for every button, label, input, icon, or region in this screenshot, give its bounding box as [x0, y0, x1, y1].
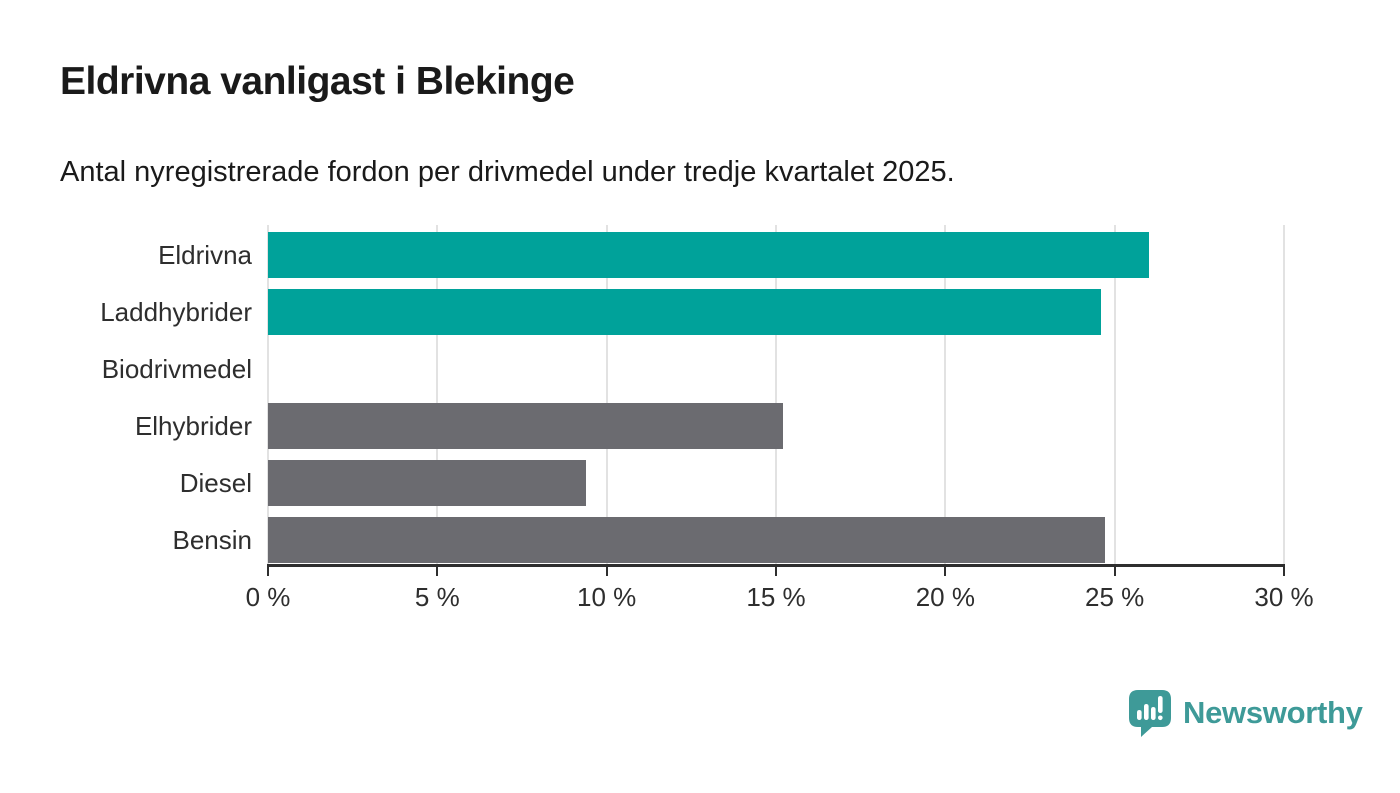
tick-label-30: 30 % — [1254, 582, 1314, 612]
bar-glyph-1 — [1137, 710, 1142, 720]
bar-elhybrider — [268, 403, 783, 449]
tick-mark-10 — [605, 567, 608, 576]
gridline-25 — [1113, 225, 1116, 564]
tick-mark-15 — [775, 567, 777, 576]
gridline-0 — [267, 225, 269, 564]
exclamation-dot — [1158, 715, 1163, 721]
newsworthy-logo: Newsworthy — [1128, 688, 1363, 738]
gridline-20 — [944, 225, 947, 564]
bar-laddhybrider — [268, 289, 1102, 335]
category-label-biodrivmedel: Biodrivmedel — [101, 354, 252, 384]
bar-diesel — [268, 460, 587, 506]
tick-mark-5 — [436, 567, 439, 576]
exclamation-stem — [1158, 696, 1163, 713]
tick-label-15: 15 % — [746, 582, 806, 612]
tick-label-20: 20 % — [915, 582, 975, 612]
x-axis-line — [267, 564, 1285, 567]
category-label-eldrivna: Eldrivna — [158, 240, 252, 270]
bar-glyph-3 — [1151, 707, 1156, 720]
tick-label-25: 25 % — [1085, 582, 1145, 612]
gridline-5 — [436, 225, 439, 564]
tick-mark-30 — [1283, 567, 1285, 576]
speech-bubble-shape — [1129, 690, 1171, 737]
category-label-laddhybrider: Laddhybrider — [100, 297, 252, 327]
bar-eldrivna — [268, 232, 1149, 278]
gridline-15 — [775, 225, 777, 564]
gridline-10 — [605, 225, 608, 564]
category-label-bensin: Bensin — [172, 525, 253, 555]
chart-subtitle: Antal nyregistrerade fordon per drivmede… — [60, 156, 955, 188]
tick-mark-25 — [1113, 567, 1116, 576]
tick-mark-20 — [944, 567, 947, 576]
category-label-elhybrider: Elhybrider — [134, 411, 252, 441]
bar-bensin — [268, 517, 1105, 563]
tick-label-5: 5 % — [414, 582, 460, 612]
newsworthy-logo-text: Newsworthy — [1183, 695, 1363, 730]
newsworthy-logo-icon — [1129, 690, 1171, 737]
plot-area — [267, 225, 1285, 564]
category-label-diesel: Diesel — [179, 468, 252, 498]
tick-label-10: 10 % — [577, 582, 637, 612]
tick-mark-0 — [267, 567, 269, 576]
bar-glyph-2 — [1144, 704, 1149, 720]
chart-title: Eldrivna vanligast i Blekinge — [60, 60, 575, 103]
gridline-30 — [1283, 225, 1285, 564]
tick-label-0: 0 % — [245, 582, 291, 612]
